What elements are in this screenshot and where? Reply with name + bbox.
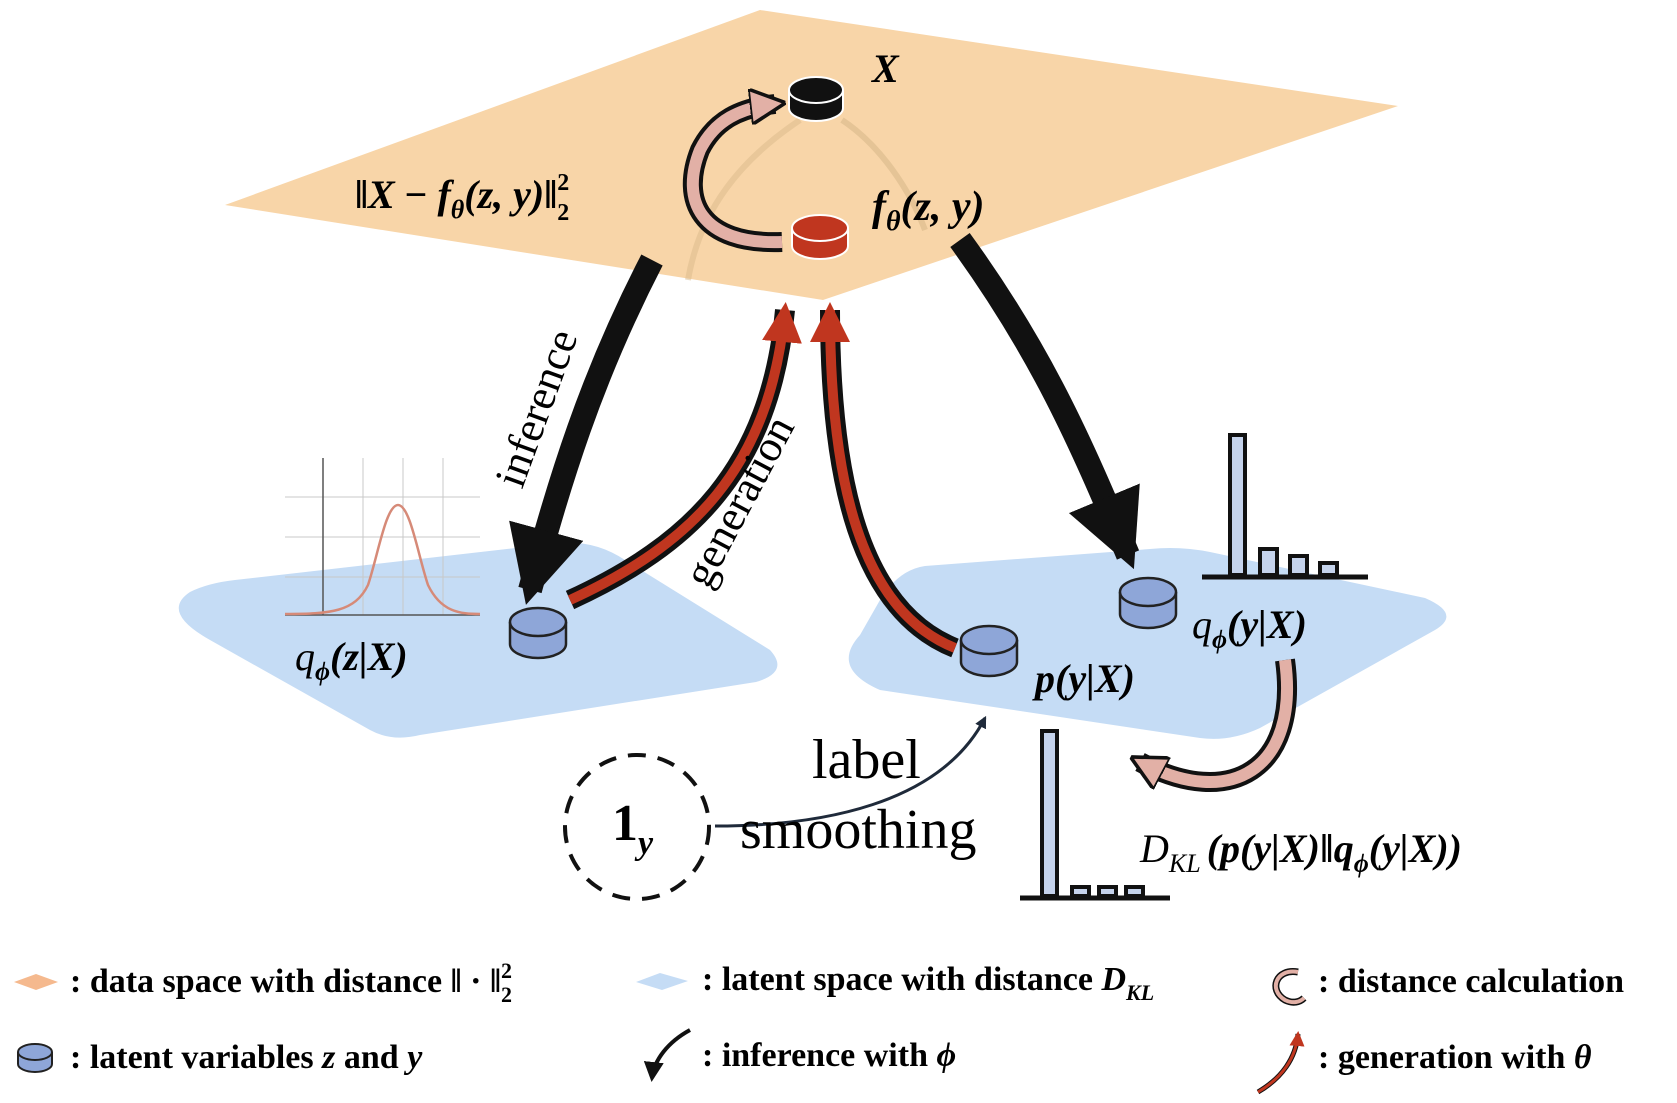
legend: : data space with distance ‖ · ‖2 2 : lat… [14,958,1624,1095]
latent-variable-legend-icon [17,1043,53,1073]
data-space-plane [225,10,1398,300]
legend-distance-calculation: : distance calculation [1318,963,1624,1000]
reconstruction-f-cylinder-icon [791,214,849,260]
legend-inference: : inference with ϕ [702,1037,956,1074]
latent-z-cylinder-icon [508,606,568,660]
x-label: X [870,46,900,91]
legend-latent-variables: : latent variables z and y [70,1039,423,1076]
one-hot-circle [563,753,711,901]
label-smoothing-label-line2: smoothing [740,799,976,861]
latent-space-legend-icon [636,973,688,990]
q-y-label: qϕ(y|X) [1192,602,1307,654]
p-y-label: p(y|X) [1032,656,1135,701]
inference-arrow-left [509,254,663,605]
latent-space-plane-left [178,542,778,738]
inference-arrow-right [950,232,1140,570]
generation-legend-icon [1256,1033,1301,1095]
data-space-legend-icon [14,974,58,990]
observed-x-cylinder-icon [788,76,844,122]
f-theta-label: fθ(z, y) [872,184,985,237]
generation-label: generation [674,408,804,595]
label-smoothing-label-line1: label [812,729,921,791]
reconstruction-loss-label: ‖X − fθ(z, y)‖2 2 [355,170,569,226]
q-z-label: qϕ(z|X) [295,634,408,686]
histogram-q-y [1202,433,1368,580]
label-smoothing-arrow [714,715,987,828]
latent-q-y-cylinder-icon [1118,576,1178,630]
legend-latent-space: : latent space with distance DKL [702,961,1154,1005]
legend-generation: : generation with θ [1318,1039,1592,1076]
legend-data-space: : data space with distance ‖ · ‖2 2 [70,958,512,1007]
histogram-p-y [1020,729,1170,901]
latent-y-cylinder-icon [959,624,1019,678]
gaussian-plot [284,458,481,616]
inference-legend-icon [643,1028,691,1082]
kl-divergence-label: DKL (p(y|X)‖qϕ(y|X)) [1139,826,1462,878]
one-hot-label: 1y [612,795,654,862]
